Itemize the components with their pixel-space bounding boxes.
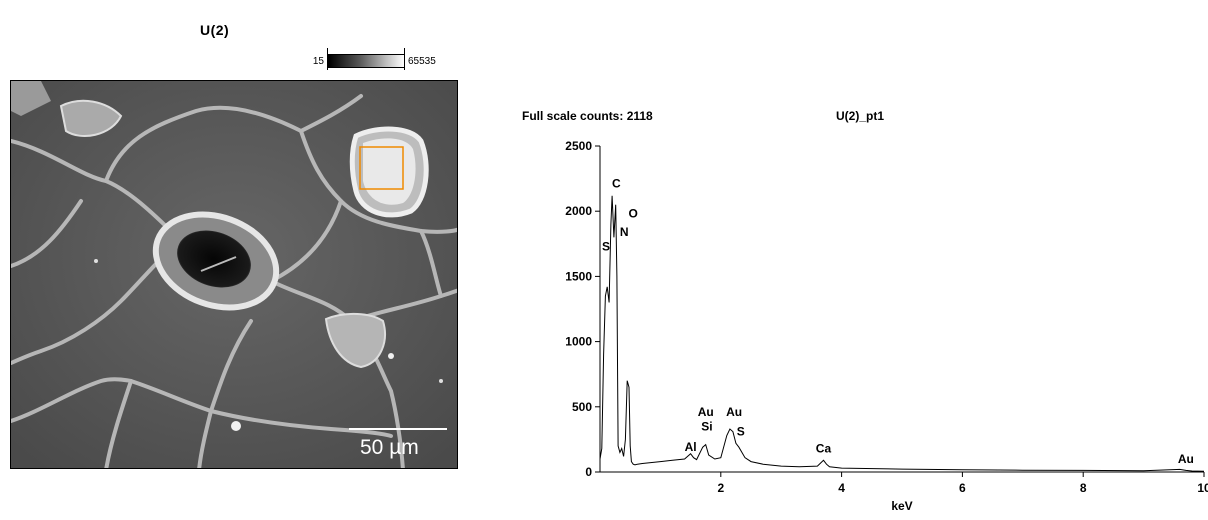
x-axis-label: keV xyxy=(891,499,912,513)
x-tick-label: 4 xyxy=(838,481,845,495)
chart-axes xyxy=(599,146,1204,473)
scale-bar-label: 50 µm xyxy=(360,436,419,459)
sem-micrograph-image xyxy=(11,81,457,468)
peak-label: N xyxy=(620,225,629,239)
x-tick-label: 8 xyxy=(1080,481,1087,495)
chart-title: U(2)_pt1 xyxy=(836,109,885,123)
x-tick-label: 10 xyxy=(1197,481,1208,495)
peak-label: S xyxy=(602,239,610,253)
x-tick-label: 6 xyxy=(959,481,966,495)
y-tick-label: 1000 xyxy=(565,335,592,349)
colorbar-left-tick xyxy=(327,48,328,70)
sem-micrograph xyxy=(10,80,458,469)
x-tick-label: 2 xyxy=(717,481,724,495)
colorbar-max-label: 65535 xyxy=(408,56,436,67)
peak-label: O xyxy=(629,207,638,221)
y-tick-label: 1500 xyxy=(565,269,592,283)
sem-image-title: U(2) xyxy=(200,22,230,38)
analysis-region-box xyxy=(359,146,404,190)
y-tick-label: 2000 xyxy=(565,204,592,218)
peak-label: Au xyxy=(726,405,742,419)
peak-label: Au xyxy=(1178,452,1194,466)
peak-label: C xyxy=(612,177,621,191)
grayscale-colorbar xyxy=(328,54,405,68)
peak-label: Ca xyxy=(816,441,832,455)
y-axis-ticks: 0 500 1000 1500 2000 2500 xyxy=(565,139,600,479)
peak-label: Si xyxy=(701,419,712,433)
colorbar-min-label: 15 xyxy=(312,56,324,67)
spectrum-series-line xyxy=(599,195,1205,472)
x-axis-ticks: 2 4 6 8 10 xyxy=(717,472,1208,495)
peak-label: S xyxy=(737,424,745,438)
y-tick-label: 0 xyxy=(585,465,592,479)
colorbar-right-tick xyxy=(404,48,405,70)
chart-subtitle: Full scale counts: 2118 xyxy=(522,109,653,123)
peak-label: Au xyxy=(698,405,714,419)
peak-label: Al xyxy=(685,440,697,454)
y-tick-label: 500 xyxy=(572,400,592,414)
scale-bar xyxy=(349,428,447,430)
y-tick-label: 2500 xyxy=(565,139,592,153)
